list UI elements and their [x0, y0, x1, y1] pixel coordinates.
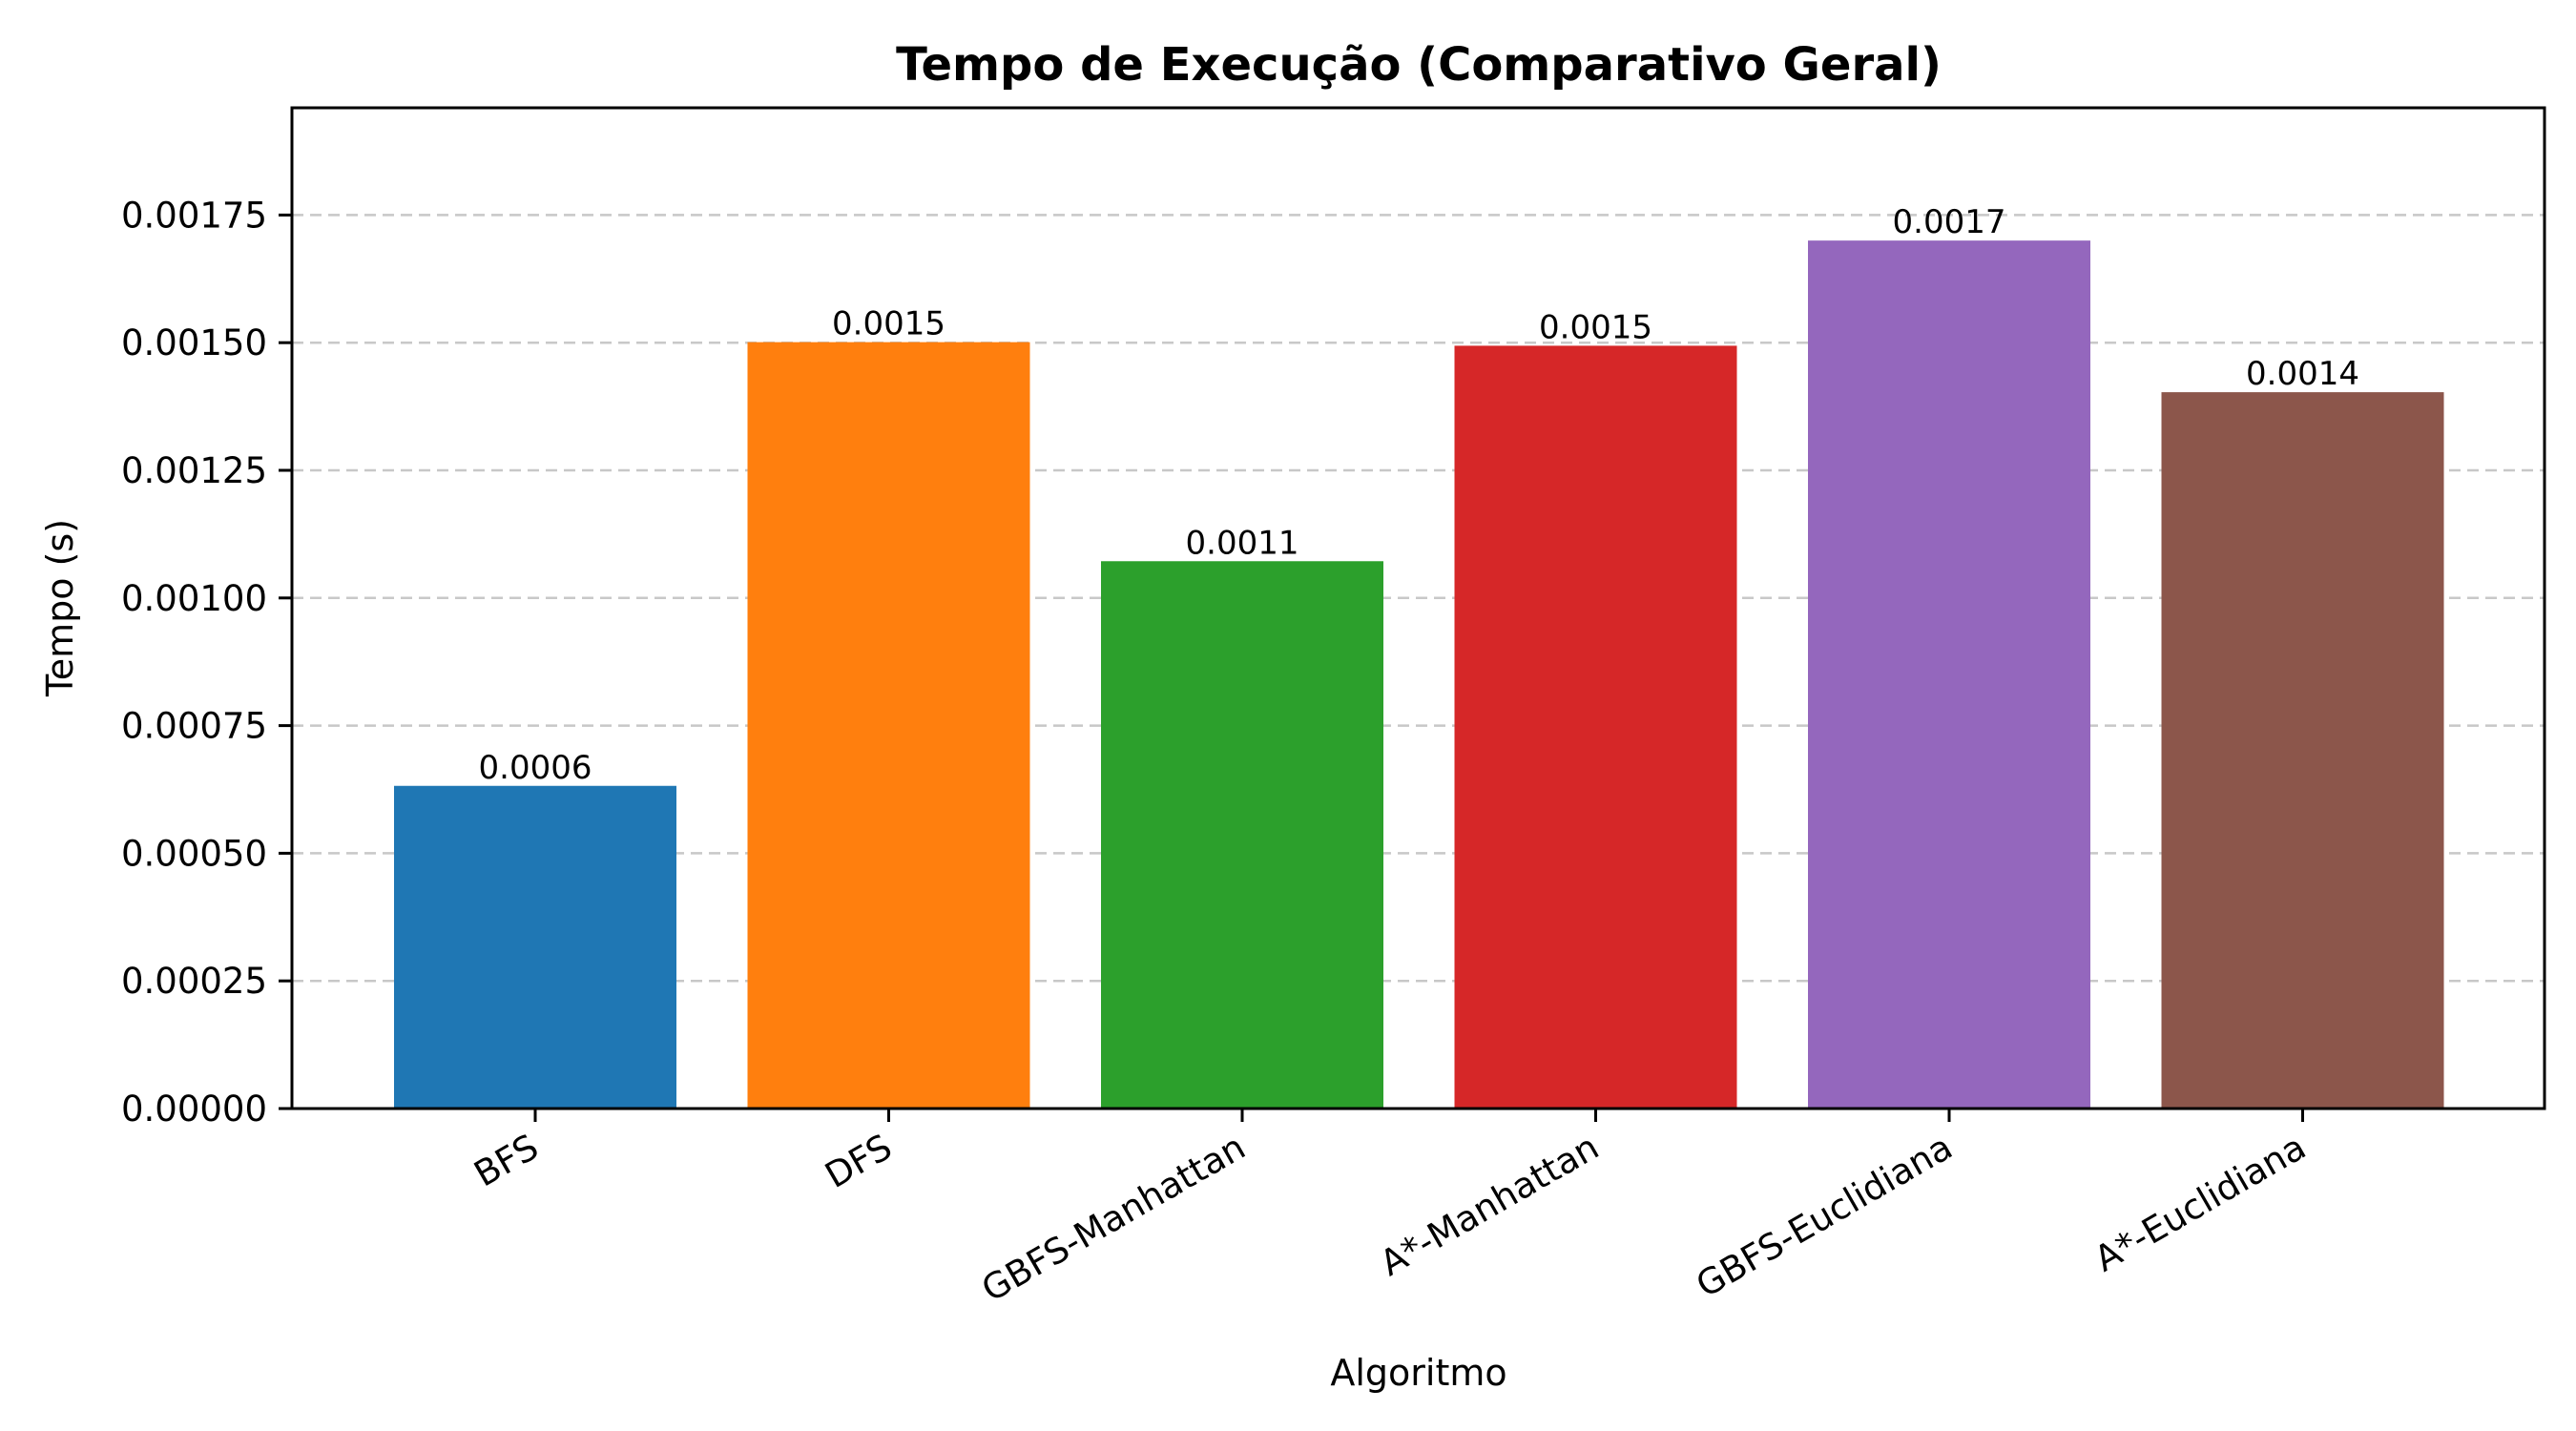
x-tick-label: GBFS-Manhattan — [975, 1127, 1253, 1311]
y-tick-label: 0.00100 — [121, 578, 267, 619]
x-tick-label: A*-Manhattan — [1373, 1127, 1606, 1284]
plot-frame — [290, 106, 2546, 1110]
y-tick-label: 0.00075 — [121, 706, 267, 747]
bar — [394, 785, 676, 1109]
x-tick-label: A*-Euclidiana — [2088, 1127, 2313, 1280]
bar — [1101, 561, 1383, 1109]
bar-value-label: 0.0015 — [832, 305, 945, 343]
x-tick-label: GBFS-Euclidiana — [1690, 1127, 1960, 1306]
x-tick-label: BFS — [467, 1127, 546, 1195]
data-labels: 0.0006 0.0015 0.0011 0.0015 0.0017 0.0014 — [479, 203, 2359, 787]
x-axis-label: Algoritmo — [1330, 1352, 1506, 1394]
bar — [2161, 392, 2444, 1110]
bar-value-label: 0.0014 — [2246, 355, 2359, 393]
y-tick-label: 0.00150 — [121, 322, 267, 363]
bar-value-label: 0.0015 — [1539, 308, 1652, 346]
y-tick-label: 0.00025 — [121, 961, 267, 1002]
bars — [394, 240, 2444, 1110]
bar — [747, 342, 1030, 1109]
x-axis-ticks: BFS DFS GBFS-Manhattan A*-Manhattan GBFS-Euc… — [467, 1109, 2313, 1310]
y-axis-ticks: 0.00000 0.00025 0.00050 0.00075 0.00100 0.001… — [121, 195, 292, 1130]
y-tick-label: 0.00050 — [121, 833, 267, 874]
bar — [1454, 345, 1737, 1109]
y-tick-label: 0.00125 — [121, 450, 267, 491]
x-tick-label: DFS — [819, 1127, 899, 1197]
bar-value-label: 0.0006 — [479, 749, 592, 787]
chart-title: Tempo de Execução (Comparativo Geral) — [896, 38, 1942, 92]
bar — [1808, 240, 2090, 1109]
y-axis-label: Tempo (s) — [39, 519, 81, 697]
bar-value-label: 0.0017 — [1893, 203, 2006, 241]
y-tick-label: 0.00000 — [121, 1089, 267, 1130]
bar-value-label: 0.0011 — [1186, 524, 1299, 562]
y-tick-label: 0.00175 — [121, 195, 267, 236]
